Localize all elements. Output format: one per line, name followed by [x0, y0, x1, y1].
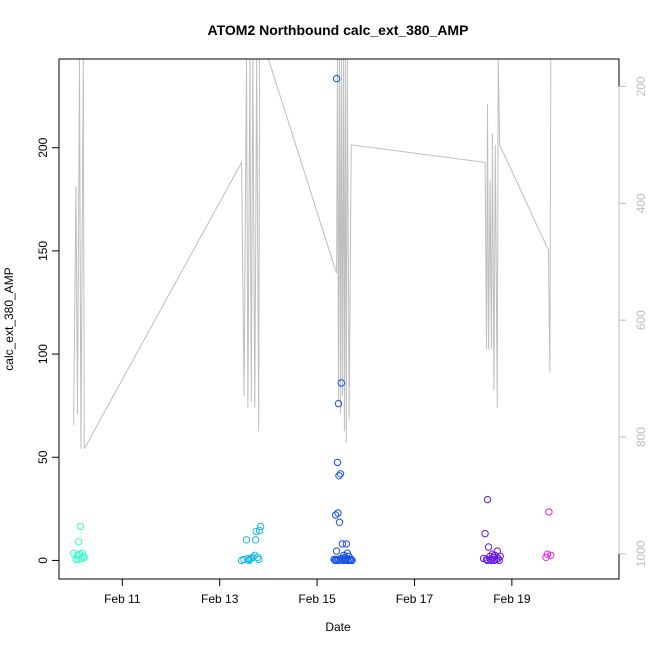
- y2-tick-label: 200: [634, 76, 648, 96]
- data-point: [255, 526, 264, 535]
- data-point: [333, 458, 342, 467]
- x-tick-label: Feb 13: [201, 592, 239, 606]
- y2-axis-right: 200 400 600 800 1000: [618, 76, 648, 567]
- line-layer: [73, 58, 552, 449]
- y-axis-label: calc_ext_380_AMP: [2, 267, 16, 370]
- data-point: [335, 472, 343, 480]
- data-point: [333, 556, 341, 565]
- x-tick-label: Feb 11: [104, 592, 141, 606]
- y-tick-label: 100: [36, 344, 50, 364]
- data-point: [331, 511, 340, 519]
- x-tick-label: Feb 19: [493, 592, 531, 606]
- data-point: [256, 522, 265, 531]
- data-point: [245, 556, 253, 565]
- data-point: [332, 547, 341, 555]
- data-point: [337, 554, 346, 563]
- y2-tick-label: 600: [634, 310, 648, 330]
- x-axis: Feb 11 Feb 13 Feb 15 Feb 17 Feb 19: [104, 578, 531, 606]
- data-point: [490, 556, 498, 565]
- data-point: [483, 495, 492, 504]
- data-point: [337, 379, 346, 387]
- data-point: [334, 509, 342, 517]
- data-point: [74, 538, 83, 546]
- data-point: [342, 540, 350, 548]
- data-point: [80, 553, 89, 561]
- data-point: [76, 522, 85, 531]
- data-point: [338, 540, 347, 548]
- data-point: [247, 554, 256, 563]
- y2-tick-label: 800: [634, 427, 648, 447]
- y-axis: 0 50 100 150 200: [36, 137, 59, 564]
- data-point: [481, 529, 489, 538]
- data-point: [78, 549, 87, 557]
- x-tick-label: Feb 15: [298, 592, 336, 606]
- data-point: [486, 555, 495, 564]
- data-point: [332, 74, 341, 83]
- y-tick-label: 50: [36, 450, 50, 464]
- line-series-0: [73, 58, 552, 449]
- y-tick-label: 200: [36, 137, 50, 157]
- data-point: [252, 536, 260, 544]
- data-point: [545, 508, 553, 516]
- points-layer: [69, 74, 555, 565]
- data-point: [242, 536, 251, 544]
- y2-tick-label: 400: [634, 193, 648, 213]
- data-point: [240, 555, 248, 564]
- data-point: [543, 550, 552, 558]
- data-point: [332, 555, 340, 564]
- data-point: [336, 470, 345, 478]
- y2-tick-label: 1000: [634, 540, 648, 567]
- chart-title: ATOM2 Northbound calc_ext_380_AMP: [208, 22, 469, 38]
- data-point: [496, 552, 504, 560]
- data-point: [335, 518, 344, 526]
- x-axis-label: Date: [325, 620, 351, 634]
- data-point: [547, 551, 555, 559]
- data-point: [255, 555, 263, 564]
- data-point: [252, 527, 260, 536]
- data-point: [345, 552, 353, 560]
- data-point: [334, 399, 343, 408]
- x-tick-label: Feb 17: [396, 592, 434, 606]
- data-point: [495, 556, 503, 565]
- data-point: [74, 555, 82, 564]
- data-point: [482, 555, 491, 564]
- data-point: [484, 543, 493, 551]
- data-point: [341, 553, 349, 561]
- y-tick-label: 150: [36, 241, 50, 261]
- data-point: [72, 555, 80, 564]
- y-tick-label: 0: [36, 557, 50, 564]
- data-point: [79, 552, 88, 560]
